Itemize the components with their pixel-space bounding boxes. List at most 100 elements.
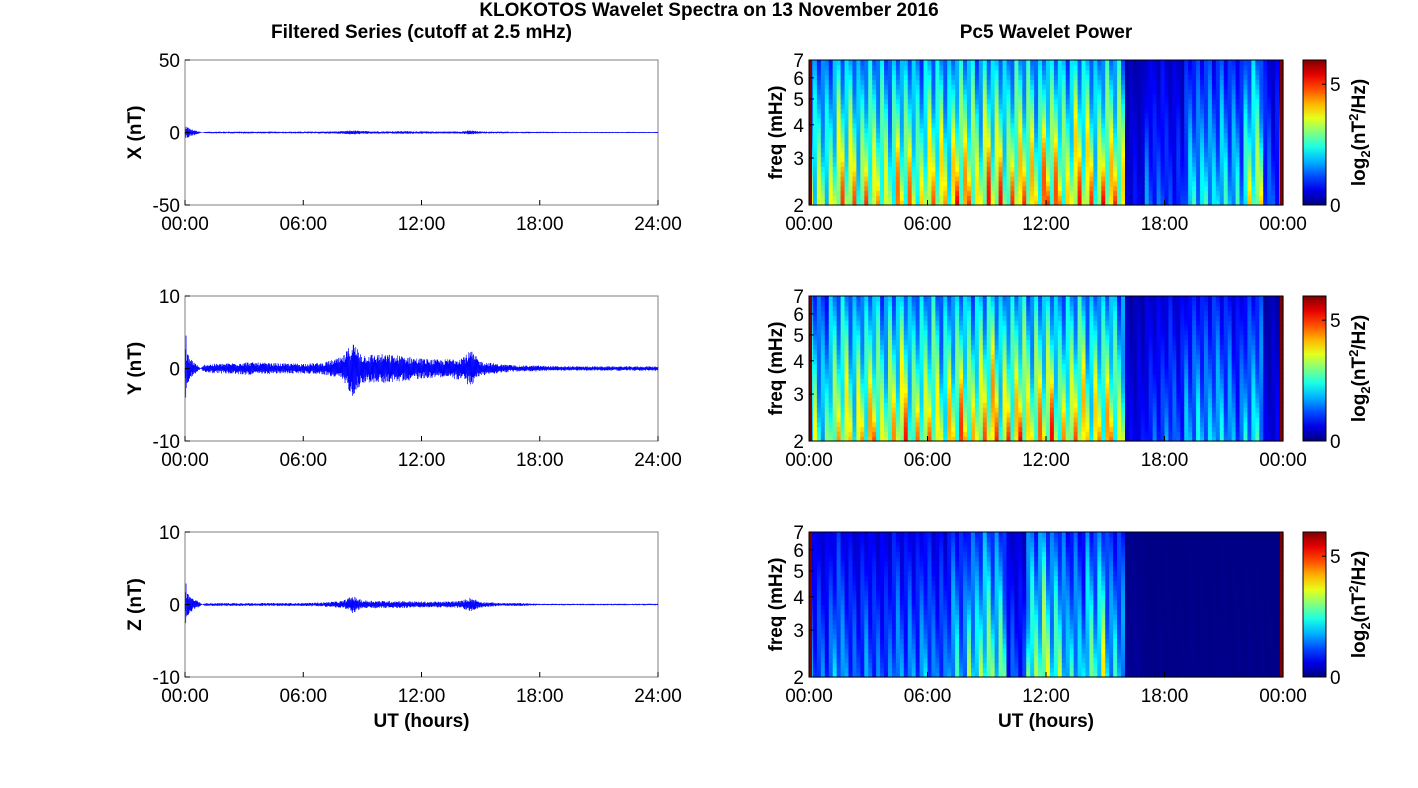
heatmap-cell [1188, 122, 1193, 129]
heatmap-cell [891, 93, 897, 100]
heatmap-cell [1128, 180, 1134, 187]
heatmap-cell [836, 320, 842, 326]
heatmap-cell [1215, 79, 1221, 85]
heatmap-cell [1251, 166, 1256, 172]
heatmap-cell [836, 349, 842, 355]
heatmap-cell [844, 426, 850, 432]
heatmap-cell [888, 373, 893, 379]
heatmap-cell [927, 334, 933, 341]
heatmap-cell [994, 84, 1000, 90]
heatmap-cell [1188, 98, 1193, 105]
heatmap-cell [1093, 171, 1098, 177]
heatmap-cell [943, 363, 948, 370]
heatmap-cell [895, 329, 901, 336]
heatmap-cell [1073, 195, 1079, 201]
heatmap-cell [1239, 151, 1245, 158]
heatmap-cell [963, 436, 968, 442]
heatmap-cell [1117, 93, 1122, 100]
heatmap-cell [978, 166, 984, 172]
heatmap-cell [1180, 151, 1185, 158]
heatmap-cell [860, 127, 865, 134]
heatmap-cell [1196, 89, 1201, 95]
heatmap-cell [1010, 161, 1015, 167]
heatmap-cell [860, 373, 865, 379]
heatmap-cell [899, 93, 905, 100]
heatmap-cell [860, 426, 865, 432]
heatmap-cell [1259, 74, 1264, 80]
heatmap-cell [974, 383, 980, 389]
heatmap-cell [1223, 64, 1229, 71]
heatmap-cell [868, 69, 873, 76]
heatmap-cell [1215, 93, 1221, 100]
heatmap-cell [816, 64, 822, 71]
heatmap-cell [923, 339, 929, 345]
heatmap-cell [1053, 185, 1059, 192]
heatmap-cell [844, 147, 850, 153]
heatmap-cell [876, 84, 881, 90]
heatmap-cell [868, 118, 873, 124]
heatmap-cell [1128, 132, 1134, 138]
heatmap-cell [963, 60, 968, 66]
heatmap-cell [844, 93, 850, 100]
heatmap-cell [986, 108, 992, 114]
heatmap-cell [1251, 142, 1256, 148]
heatmap-cell [943, 74, 948, 80]
heatmap-cell [832, 98, 838, 105]
heatmap-cell [1176, 122, 1181, 129]
heatmap-cell [852, 118, 857, 124]
heatmap-cell [1164, 180, 1170, 187]
heatmap-cell [955, 320, 960, 326]
heatmap-cell [1006, 64, 1012, 71]
heatmap-cell [1010, 89, 1015, 95]
heatmap-cell [1231, 74, 1237, 80]
heatmap-cell [1188, 171, 1193, 177]
heatmap-cell [947, 397, 952, 403]
heatmap-cell [868, 190, 873, 196]
heatmap-cell [1085, 89, 1091, 95]
heatmap-cell [1117, 74, 1122, 80]
heatmap-cell [1022, 84, 1027, 90]
heatmap-cell [1053, 161, 1059, 167]
heatmap-cell [888, 79, 893, 85]
heatmap-cell [1049, 195, 1055, 201]
heatmap-cell [1196, 190, 1201, 196]
heatmap-cell [1085, 147, 1091, 153]
y-tick-label: 7 [793, 51, 804, 72]
heatmap-cell [1093, 103, 1098, 109]
heatmap-cell [816, 147, 822, 153]
heatmap-cell [824, 402, 830, 408]
heatmap-cell [935, 354, 940, 360]
heatmap-cell [820, 436, 826, 442]
heatmap-cell [959, 320, 964, 326]
heatmap-cell [931, 416, 936, 423]
heatmap-cell [816, 185, 822, 192]
heatmap-cell [1251, 60, 1256, 66]
heatmap-cell [1231, 151, 1237, 158]
heatmap-cell [1057, 195, 1063, 201]
heatmap-cell [812, 334, 818, 341]
heatmap-cell [1219, 132, 1225, 138]
heatmap-cell [927, 108, 933, 114]
heatmap-cell [820, 195, 826, 201]
heatmap-cell [903, 79, 909, 85]
heatmap-cell [1121, 142, 1126, 148]
heatmap-cell [1121, 147, 1126, 153]
heatmap-cell [848, 195, 854, 201]
heatmap-cell [998, 103, 1004, 109]
heatmap-cell [1156, 69, 1162, 76]
heatmap-cell [955, 373, 960, 379]
heatmap-cell [1136, 137, 1142, 143]
heatmap-cell [1077, 84, 1083, 90]
heatmap-cell [915, 103, 921, 109]
heatmap-cell [1002, 108, 1008, 114]
heatmap-cell [860, 147, 865, 153]
heatmap-cell [1014, 79, 1019, 85]
heatmap-cell [1144, 118, 1150, 124]
heatmap-cell [911, 421, 917, 428]
heatmap-cell [860, 103, 865, 109]
heatmap-cell [1097, 190, 1102, 196]
heatmap-cell [923, 79, 929, 85]
heatmap-cell [1073, 147, 1079, 153]
heatmap-cell [970, 200, 976, 206]
heatmap-cell [1053, 69, 1059, 76]
